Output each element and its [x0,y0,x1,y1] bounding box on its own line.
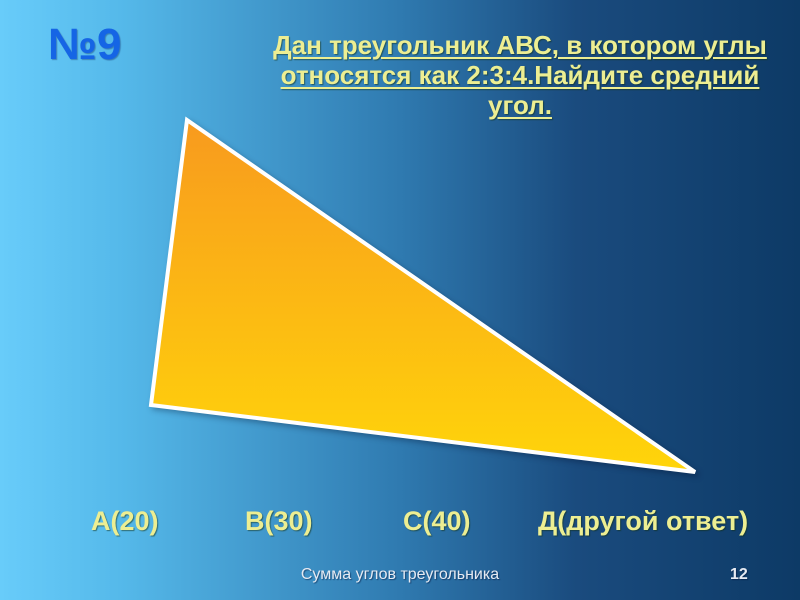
triangle-shape [148,116,697,474]
question-title-line: Дан треугольник АВС, в котором углы [273,30,767,60]
question-title-line: относятся как 2:3:4.Найдите средний [280,60,760,90]
question-title: Дан треугольник АВС, в котором углы отно… [270,30,770,120]
answer-option-b[interactable]: В(30) [245,506,313,536]
answer-option-c[interactable]: С(40) [403,506,471,536]
answer-option-a[interactable]: А(20) [91,506,159,536]
slide-number: №9 [48,20,122,69]
question-title-line: угол. [488,90,552,120]
answer-option-d[interactable]: Д(другой ответ) [538,506,749,536]
footer-page-number: 12 [730,566,748,583]
footer-title: Сумма углов треугольника [300,566,500,583]
